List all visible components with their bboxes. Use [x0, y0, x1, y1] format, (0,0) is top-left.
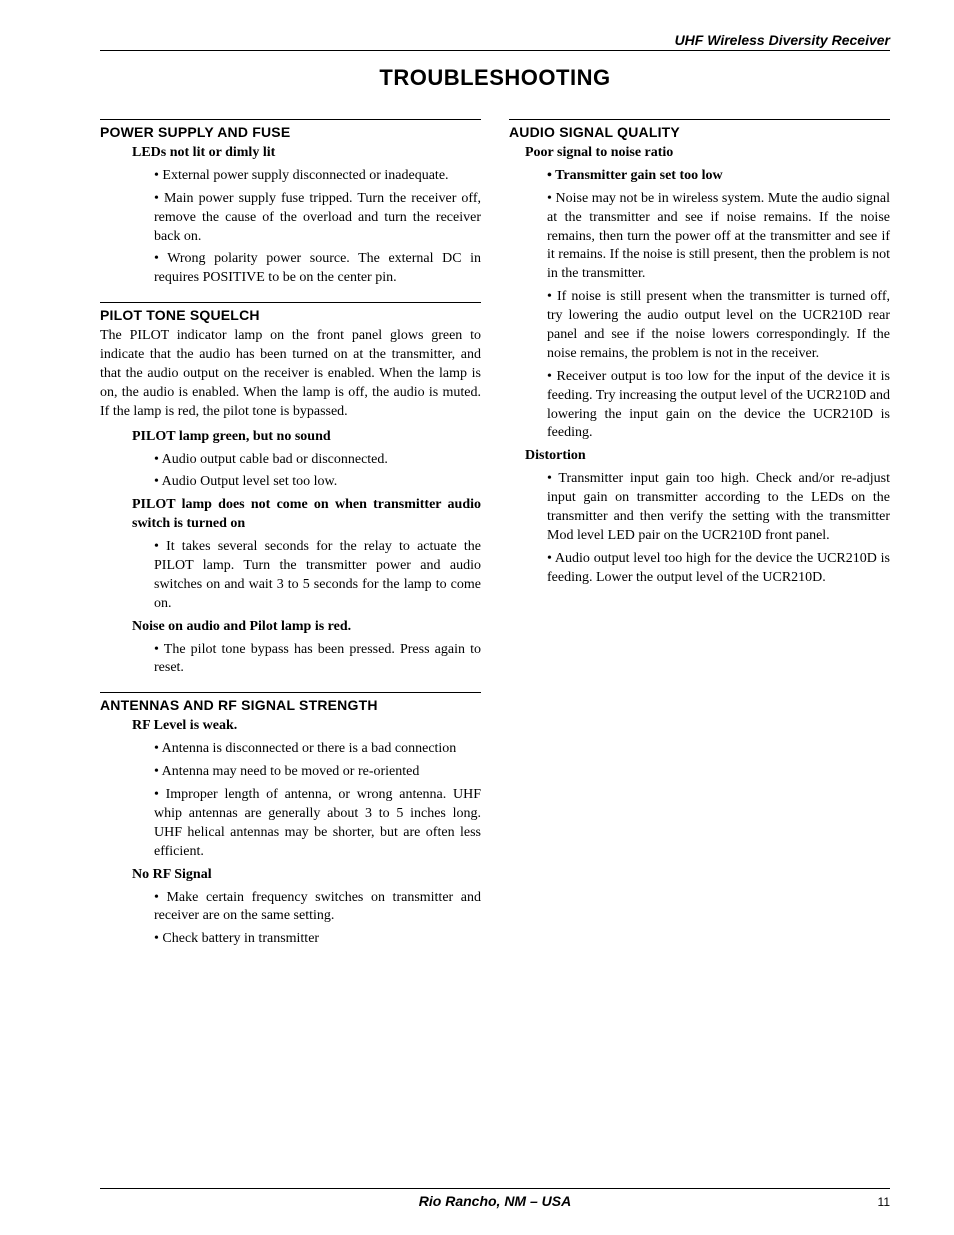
cause-item: • Noise may not be in wireless system. M…: [547, 190, 890, 284]
symptom-poor-snr: Poor signal to noise ratio: [525, 144, 890, 163]
symptom-pilot-green-no-sound: PILOT lamp green, but no sound: [132, 428, 481, 447]
header-product-name: UHF Wireless Diversity Receiver: [675, 32, 890, 48]
cause-item: • It takes several seconds for the relay…: [154, 538, 481, 614]
section-divider: [100, 302, 481, 303]
symptom-distortion: Distortion: [525, 447, 890, 466]
section-title-power: POWER SUPPLY AND FUSE: [100, 124, 481, 140]
symptom-no-rf: No RF Signal: [132, 866, 481, 885]
section-title-pilot: PILOT TONE SQUELCH: [100, 307, 481, 323]
symptom-pilot-no-light: PILOT lamp does not come on when transmi…: [132, 496, 481, 534]
cause-item: • Improper length of antenna, or wrong a…: [154, 786, 481, 862]
footer-row: Rio Rancho, NM – USA 11: [100, 1193, 890, 1209]
cause-item: • Audio output cable bad or disconnected…: [154, 451, 481, 470]
right-column: AUDIO SIGNAL QUALITY Poor signal to nois…: [509, 117, 890, 963]
section-title-antennas: ANTENNAS AND RF SIGNAL STRENGTH: [100, 697, 481, 713]
cause-item: • The pilot tone bypass has been pressed…: [154, 641, 481, 679]
cause-item: • Receiver output is too low for the inp…: [547, 368, 890, 444]
page-footer: Rio Rancho, NM – USA 11: [100, 1188, 890, 1209]
header-rule: [100, 50, 890, 51]
symptom-leds-not-lit: LEDs not lit or dimly lit: [132, 144, 481, 163]
page-header: UHF Wireless Diversity Receiver: [100, 32, 890, 50]
section-divider: [100, 119, 481, 120]
footer-rule: [100, 1188, 890, 1189]
cause-item: • Check battery in transmitter: [154, 930, 481, 949]
cause-item: • Main power supply fuse tripped. Turn t…: [154, 190, 481, 247]
symptom-noise-pilot-red: Noise on audio and Pilot lamp is red.: [132, 618, 481, 637]
content-columns: POWER SUPPLY AND FUSE LEDs not lit or di…: [100, 117, 890, 963]
section-title-audio: AUDIO SIGNAL QUALITY: [509, 124, 890, 140]
cause-item: • Antenna is disconnected or there is a …: [154, 740, 481, 759]
section-intro-text: The PILOT indicator lamp on the front pa…: [100, 327, 481, 421]
cause-item: • Wrong polarity power source. The exter…: [154, 250, 481, 288]
cause-item: • External power supply disconnected or …: [154, 167, 481, 186]
left-column: POWER SUPPLY AND FUSE LEDs not lit or di…: [100, 117, 481, 963]
section-divider: [100, 692, 481, 693]
cause-item: • Audio output level too high for the de…: [547, 550, 890, 588]
cause-item: • If noise is still present when the tra…: [547, 288, 890, 364]
section-divider: [509, 119, 890, 120]
cause-item: • Antenna may need to be moved or re-ori…: [154, 763, 481, 782]
cause-item: • Make certain frequency switches on tra…: [154, 889, 481, 927]
section-antennas: ANTENNAS AND RF SIGNAL STRENGTH RF Level…: [100, 692, 481, 949]
page-title: TROUBLESHOOTING: [100, 65, 890, 91]
cause-item: • Audio Output level set too low.: [154, 473, 481, 492]
footer-location: Rio Rancho, NM – USA: [130, 1193, 860, 1209]
page-number: 11: [860, 1195, 890, 1209]
section-power-supply: POWER SUPPLY AND FUSE LEDs not lit or di…: [100, 119, 481, 288]
cause-item: • Transmitter input gain too high. Check…: [547, 470, 890, 546]
cause-gain-too-low: • Transmitter gain set too low: [547, 167, 890, 186]
section-audio-quality: AUDIO SIGNAL QUALITY Poor signal to nois…: [509, 119, 890, 588]
symptom-rf-weak: RF Level is weak.: [132, 717, 481, 736]
section-pilot-tone: PILOT TONE SQUELCH The PILOT indicator l…: [100, 302, 481, 678]
